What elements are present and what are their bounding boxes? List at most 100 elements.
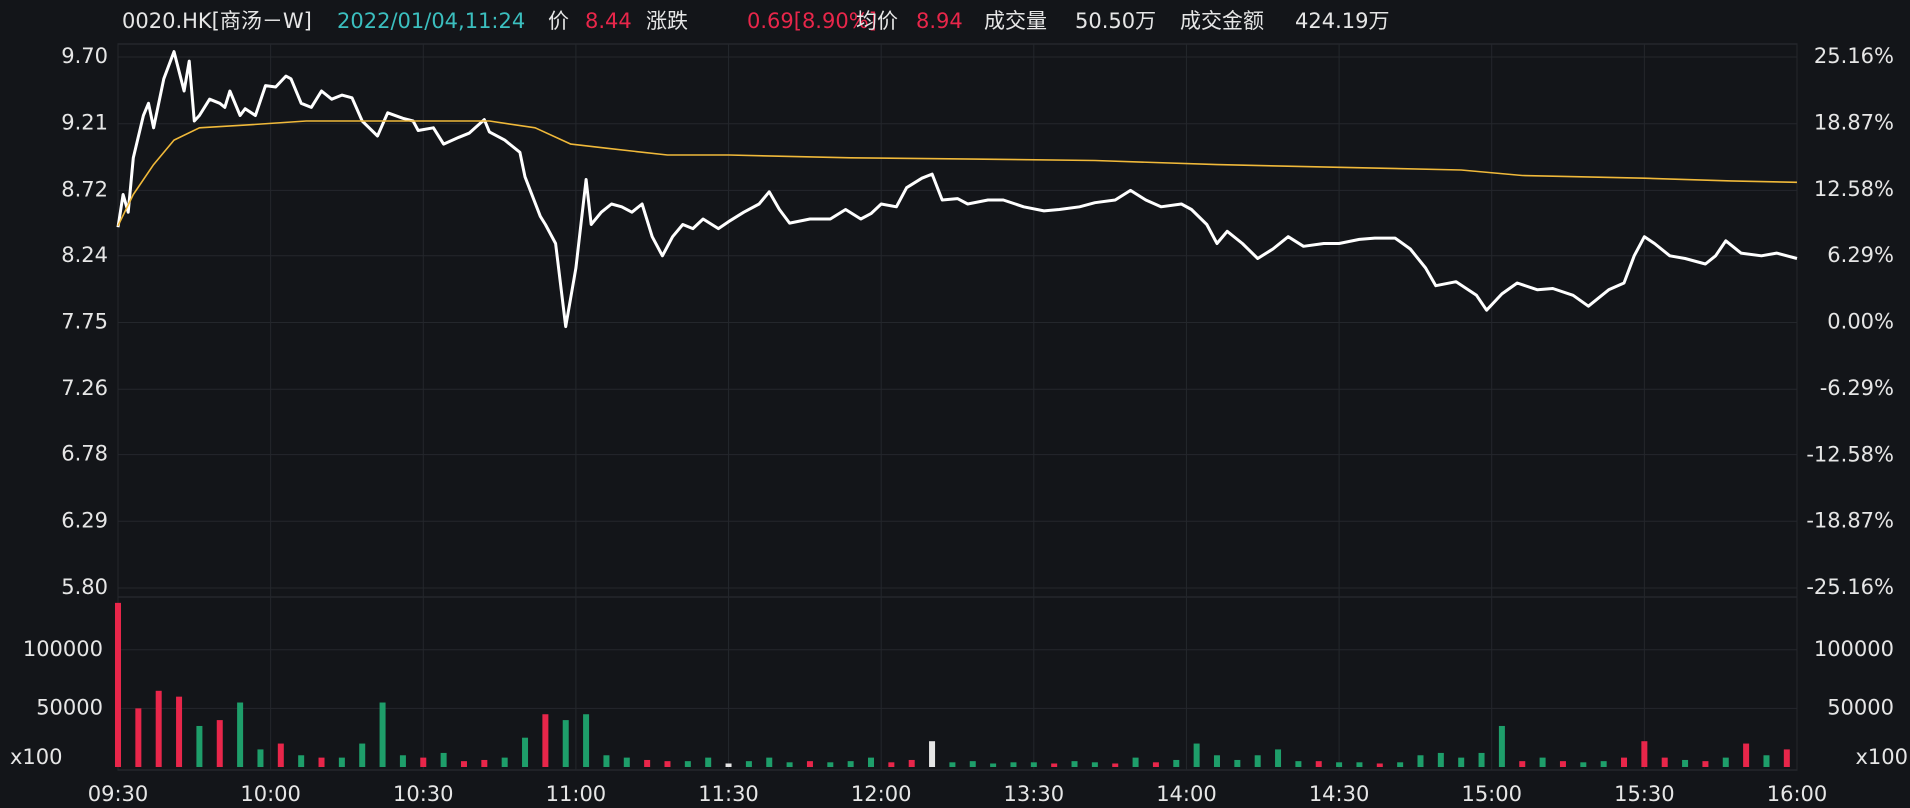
volume-bar (786, 762, 793, 767)
volume-bar (216, 720, 223, 767)
volume-bar (298, 755, 305, 767)
volume-bar (1173, 759, 1180, 767)
volume-bar (420, 757, 427, 767)
volume-bar (766, 757, 773, 767)
volume-bar (481, 759, 488, 767)
volume-bar (827, 762, 834, 767)
turnover: 424.19万 (1295, 9, 1389, 33)
datetime: 2022/01/04,11:24 (337, 9, 525, 33)
volume-bar (583, 714, 590, 767)
y-tick-label: 9.21 (61, 111, 108, 135)
price: 8.44 (585, 9, 632, 33)
volume-bar (1702, 761, 1709, 767)
x-tick-label: 13:30 (1004, 782, 1065, 806)
volume-bar (1356, 762, 1363, 767)
volume-bar (1315, 761, 1322, 767)
x-tick-label: 10:00 (240, 782, 301, 806)
volume-bar (522, 737, 529, 767)
volume-bar (990, 763, 997, 767)
volume-bar (1661, 757, 1668, 767)
volume-bar (1234, 759, 1241, 767)
volume-bar (1621, 757, 1628, 767)
volume-bar (908, 759, 915, 767)
y-tick-label: 7.26 (61, 376, 108, 400)
volume-bar (1030, 762, 1037, 767)
volume-bar (115, 602, 121, 767)
volume-bar (135, 708, 142, 767)
volume-bar (1417, 755, 1424, 767)
symbol: 0020.HK[商汤－W] (122, 9, 312, 33)
volume-bar (705, 757, 712, 767)
volume-bar (1152, 762, 1159, 767)
volume-bar (1722, 757, 1729, 767)
x-tick-label: 14:00 (1156, 782, 1217, 806)
volume-bar (1295, 761, 1302, 767)
change: 0.69[8.90%] (747, 9, 877, 33)
change-label: 涨跌 (646, 9, 688, 33)
volume-bar (237, 702, 244, 767)
y2-tick-label: -6.29% (1820, 376, 1894, 400)
y-tick-label: 6.29 (61, 508, 108, 532)
volume-bar (338, 757, 345, 767)
volume-bar (1397, 762, 1404, 767)
y2-tick-label: 12.58% (1814, 177, 1894, 201)
y-tick-label: 9.70 (61, 44, 108, 68)
x-tick-label: 11:00 (546, 782, 607, 806)
x-tick-label: 16:00 (1767, 782, 1828, 806)
volume-bar (1641, 741, 1648, 767)
volume-bar (257, 749, 264, 767)
volume-bar (176, 696, 183, 767)
price-line (116, 50, 1798, 329)
volume-bar (1783, 749, 1790, 767)
volume-bar (1336, 762, 1343, 767)
volume-bar (562, 720, 569, 767)
turnover-label: 成交金额 (1180, 9, 1264, 33)
volume-bar (644, 759, 651, 767)
volume-bar (684, 761, 691, 767)
volume-bar (1498, 725, 1505, 767)
volume-bar (1213, 755, 1220, 767)
y2-tick-label: -18.87% (1806, 509, 1894, 533)
volume-bar (1254, 755, 1261, 767)
avg: 8.94 (916, 9, 963, 33)
x-tick-label: 14:30 (1309, 782, 1370, 806)
y-unit: x100 (1855, 745, 1908, 769)
volume-bar (196, 725, 203, 767)
volume-label: 成交量 (984, 9, 1047, 33)
y-tick-label: 100000 (23, 637, 103, 661)
y-tick-label: 8.24 (61, 243, 108, 267)
volume-bar (745, 761, 752, 767)
volume-bar (399, 755, 406, 767)
y2-tick-label: -12.58% (1806, 442, 1894, 466)
volume-bar (1091, 762, 1098, 767)
volume-bar (277, 743, 284, 767)
volume-bar (359, 743, 366, 767)
y-tick-label: 5.80 (61, 575, 108, 599)
volume-bar (1682, 759, 1689, 767)
volume-bar (623, 757, 630, 767)
volume-bar (440, 752, 447, 767)
volume-bar (949, 762, 956, 767)
y-tick-label: 100000 (1814, 637, 1894, 661)
volume-bar (460, 761, 467, 767)
x-tick-label: 10:30 (393, 782, 454, 806)
volume-bar (1112, 763, 1119, 767)
volume-bar (1580, 762, 1587, 767)
y-tick-label: 6.78 (61, 442, 108, 466)
volume-bar (929, 741, 936, 767)
y-tick-label: 8.72 (61, 177, 108, 201)
volume-bar (542, 714, 549, 767)
y-tick-label: 50000 (1827, 695, 1894, 719)
volume-bar (1763, 755, 1770, 767)
y2-tick-label: 0.00% (1827, 310, 1894, 334)
volume-bar (501, 757, 508, 767)
volume: 50.50万 (1075, 9, 1156, 33)
y2-tick-label: 6.29% (1827, 243, 1894, 267)
volume-bar (888, 762, 895, 767)
volume-bar (1051, 763, 1058, 767)
volume-bar (725, 763, 732, 767)
volume-bar (1519, 761, 1526, 767)
x-tick-label: 12:00 (851, 782, 912, 806)
volume-bar (1275, 749, 1282, 767)
